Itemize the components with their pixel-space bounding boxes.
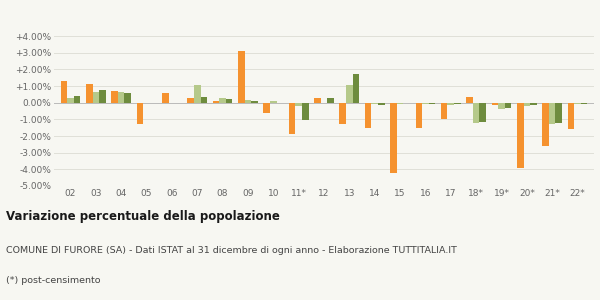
Bar [441,103,448,119]
Bar [491,103,498,105]
Bar [517,103,524,168]
Bar [568,103,574,129]
Bar [67,98,74,103]
Bar [581,103,587,104]
Bar [549,103,556,124]
Bar [86,84,92,103]
Bar [422,103,429,104]
Legend: Furore, Provincia di SA, Campania: Furore, Provincia di SA, Campania [196,0,452,4]
Bar [270,101,277,103]
Bar [226,99,232,103]
Bar [219,98,226,103]
Bar [213,101,219,103]
Bar [327,98,334,103]
Bar [263,103,270,113]
Bar [505,103,511,108]
Bar [378,103,385,105]
Bar [74,96,80,103]
Bar [574,103,581,104]
Bar [371,103,378,104]
Text: Variazione percentuale della popolazione: Variazione percentuale della popolazione [6,210,280,223]
Bar [556,103,562,123]
Bar [162,93,169,103]
Bar [416,103,422,128]
Bar [124,93,131,103]
Bar [479,103,486,122]
Bar [473,103,479,123]
Bar [289,103,295,134]
Bar [111,91,118,103]
Bar [61,81,67,103]
Bar [137,103,143,124]
Bar [340,103,346,124]
Bar [346,85,353,103]
Bar [245,100,251,103]
Bar [194,85,200,103]
Bar [365,103,371,128]
Bar [524,103,530,106]
Bar [99,90,106,103]
Bar [397,103,403,104]
Bar [353,74,359,103]
Text: (*) post-censimento: (*) post-censimento [6,276,101,285]
Bar [302,103,308,120]
Bar [238,51,245,103]
Bar [454,103,461,104]
Bar [429,103,435,104]
Bar [118,92,124,103]
Text: COMUNE DI FURORE (SA) - Dati ISTAT al 31 dicembre di ogni anno - Elaborazione TU: COMUNE DI FURORE (SA) - Dati ISTAT al 31… [6,246,457,255]
Bar [390,103,397,173]
Bar [466,97,473,103]
Bar [187,98,194,103]
Bar [92,92,99,103]
Bar [498,103,505,109]
Bar [448,103,454,105]
Bar [542,103,549,146]
Bar [530,103,537,105]
Bar [200,97,207,103]
Bar [295,103,302,106]
Bar [314,98,321,103]
Bar [251,101,258,103]
